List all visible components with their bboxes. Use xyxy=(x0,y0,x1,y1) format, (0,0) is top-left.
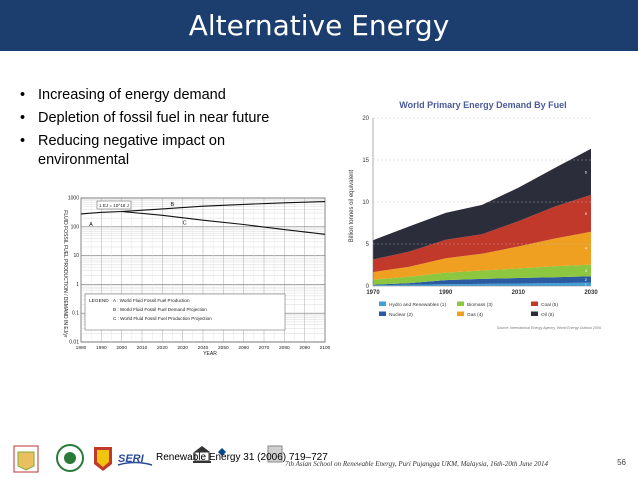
university-crest-icon xyxy=(13,445,39,473)
x-tick-label: 2050 xyxy=(218,345,229,351)
x-tick-label: 2030 xyxy=(177,345,188,351)
legend-item: Gas (4) xyxy=(467,312,483,318)
bullet-icon: • xyxy=(20,87,26,103)
bullet-icon: • xyxy=(20,133,26,149)
area-series xyxy=(373,276,591,286)
footer-text: 7th Asian School on Renewable Energy, Pu… xyxy=(285,460,549,468)
area-series xyxy=(373,264,591,285)
x-tick-label: 2010 xyxy=(512,290,526,296)
legend-item: C : World Fluid Fossil Fuel Production P… xyxy=(113,316,212,321)
x-tick-label: 2010 xyxy=(137,345,148,351)
y-tick-label: 1000 xyxy=(68,196,79,202)
ukm-logo-icon xyxy=(94,447,112,471)
legend-swatch xyxy=(531,311,538,316)
series-label: A xyxy=(89,222,93,228)
legend-item: B : World Fluid Fossil Fuel Demand Proje… xyxy=(113,307,207,312)
x-tick-label: 2090 xyxy=(299,345,310,351)
y-tick-label: 100 xyxy=(71,224,80,230)
legend-swatch xyxy=(379,301,386,306)
x-tick-label: 2020 xyxy=(157,345,168,351)
x-tick-label: 2000 xyxy=(116,345,127,351)
bullet-item: • Depletion of fossil fuel in near future xyxy=(14,109,314,128)
institute-seal-icon xyxy=(56,444,84,472)
series-label: 3 xyxy=(585,268,588,273)
footer-logos: SERI xyxy=(13,444,283,473)
area-series xyxy=(373,282,591,286)
bullet-text: Increasing of energy demand xyxy=(38,87,226,103)
title-bar: Alternative Energy xyxy=(0,0,638,51)
series-label: B xyxy=(170,202,174,208)
x-axis-label: YEAR xyxy=(203,351,217,357)
y-tick-label: 10 xyxy=(73,253,79,259)
x-tick-label: 2060 xyxy=(238,345,249,351)
series-label: 2 xyxy=(585,277,588,282)
ieee-logo-icon xyxy=(218,448,226,456)
x-tick-label: 2070 xyxy=(259,345,270,351)
y-tick-label: 15 xyxy=(362,158,369,164)
x-tick-label: 2040 xyxy=(198,345,209,351)
legend-item: Oil (6) xyxy=(541,312,554,318)
y-axis-label: FLUID FOSSIL FUEL PRODUCTION / DEMAND IN… xyxy=(62,210,68,338)
series-line xyxy=(121,210,326,235)
seri-logo-icon: SERI xyxy=(117,453,153,466)
bullet-list: • Increasing of energy demand • Depletion … xyxy=(14,86,314,174)
x-tick-label: 2100 xyxy=(320,345,330,351)
y-tick-label: 10 xyxy=(362,200,369,206)
y-tick-label: 0.01 xyxy=(69,340,79,346)
series-label: 6 xyxy=(585,169,588,174)
series-label: 1 xyxy=(585,282,588,287)
area-series xyxy=(373,194,591,273)
y-tick-label: 0 xyxy=(366,284,370,290)
unesco-logo-icon xyxy=(193,446,211,463)
series-label: 4 xyxy=(585,246,588,251)
x-tick-label: 1980 xyxy=(76,345,87,351)
legend-swatch xyxy=(531,301,538,306)
legend-item: Coal (5) xyxy=(541,302,558,308)
legend-swatch xyxy=(457,311,464,316)
y-axis-label: Billion tonnes oil equivalent xyxy=(349,169,355,242)
legend-title: LEGEND xyxy=(89,298,109,304)
y-tick-label: 1 xyxy=(76,282,79,288)
chart-title: World Primary Energy Demand By Fuel xyxy=(399,100,566,110)
series-line xyxy=(80,210,122,215)
legend-swatch xyxy=(379,311,386,316)
area-series xyxy=(373,148,591,260)
annotation-label: 1 EJ = 10^18 J xyxy=(99,203,129,208)
x-tick-label: 2030 xyxy=(584,290,598,296)
bullet-text: Depletion of fossil fuel in near future xyxy=(38,110,270,126)
area-series xyxy=(373,231,591,280)
legend-swatch xyxy=(457,301,464,306)
x-tick-label: 2080 xyxy=(279,345,290,351)
series-label: 5 xyxy=(585,211,588,216)
y-tick-label: 20 xyxy=(362,116,369,122)
page-number: 56 xyxy=(617,458,626,467)
y-tick-label: 0.1 xyxy=(72,311,79,317)
bullet-item: • Increasing of energy demand xyxy=(14,86,314,105)
bullet-icon: • xyxy=(20,110,26,126)
legend-item: Hydro and Renewables (1) xyxy=(389,302,446,308)
legend-item: Biomass (3) xyxy=(467,302,493,308)
series-label: C xyxy=(183,220,187,226)
legend-item: A : World Fluid Fossil Fuel Production xyxy=(113,298,190,303)
sponsor-logo-icon xyxy=(267,445,283,463)
slide-title: Alternative Energy xyxy=(188,9,450,42)
legend-box xyxy=(84,293,286,331)
series-line xyxy=(121,201,326,213)
annotation-box xyxy=(96,200,132,210)
x-tick-label: 1970 xyxy=(366,290,380,296)
x-tick-label: 1990 xyxy=(96,345,107,351)
chart-source: Source: International Energy Agency, Wor… xyxy=(497,326,601,330)
citation: Renewable Energy 31 (2006) 719–727 xyxy=(156,452,328,463)
primary-energy-chart: World Primary Energy Demand By Fuel 12 3 4… xyxy=(345,96,607,336)
bullet-text: Reducing negative impact on environmenta… xyxy=(38,133,226,168)
legend-item: Nuclear (2) xyxy=(389,312,413,318)
bullet-item: • Reducing negative impact on environment… xyxy=(14,132,314,170)
y-tick-label: 5 xyxy=(366,242,370,248)
x-tick-label: 1990 xyxy=(439,290,453,296)
